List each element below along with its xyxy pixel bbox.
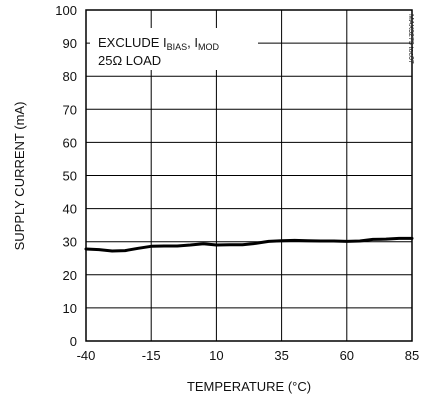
y-tick-label: 100 [55,3,77,18]
annotation-background [90,28,258,70]
x-axis-title: TEMPERATURE (°C) [187,379,311,394]
figure-id: MAX3273 toc07 [407,14,414,64]
plot-frame [85,9,413,342]
supply-current-line [84,236,414,253]
y-tick-label: 10 [63,301,77,316]
y-tick-label: 40 [63,202,77,217]
y-tick-label: 70 [63,102,77,117]
annotation-line-2: 25Ω LOAD [98,53,161,68]
x-tick-label: 85 [405,348,419,363]
x-tick-label: 10 [209,348,223,363]
y-tick-label: 30 [63,235,77,250]
x-tick-label: 60 [340,348,354,363]
y-tick-labels: 0 10 20 30 40 50 60 70 80 90 100 [55,3,77,349]
x-tick-labels: -40 -15 10 35 60 85 [77,348,420,363]
x-tick-label: -40 [77,348,96,363]
y-tick-label: 60 [63,135,77,150]
y-tick-label: 80 [63,69,77,84]
x-tick-label: 35 [274,348,288,363]
y-tick-label: 50 [63,169,77,184]
y-tick-label: 0 [70,334,77,349]
annotation-line-1: EXCLUDE IBIAS, IMOD [98,35,219,52]
y-axis-title: SUPPLY CURRENT (mA) [12,102,27,251]
y-tick-label: 90 [63,36,77,51]
x-tick-label: -15 [142,348,161,363]
series-group [84,236,414,253]
y-tick-label: 20 [63,268,77,283]
